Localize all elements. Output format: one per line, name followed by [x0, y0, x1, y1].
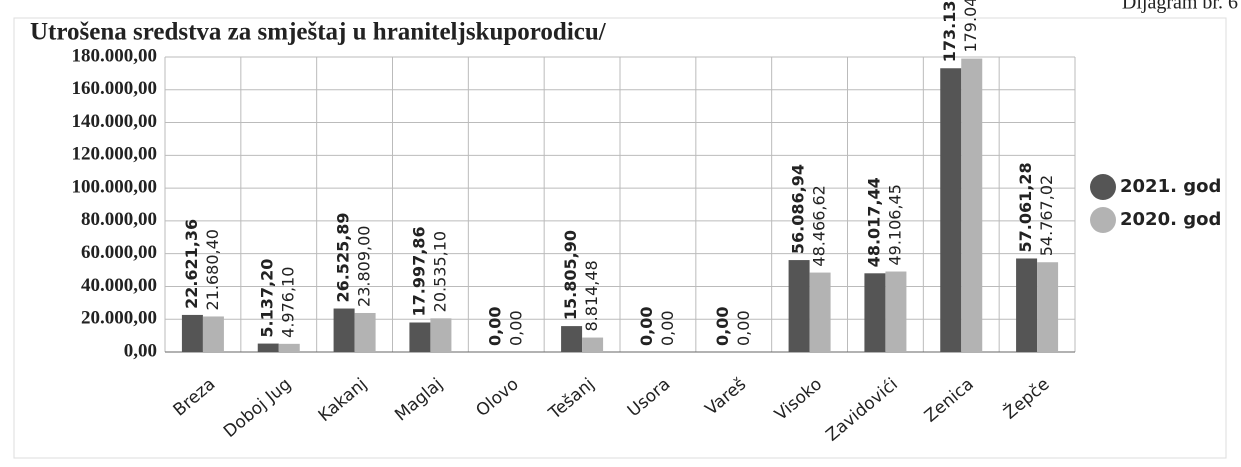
value-label: 0,00: [658, 310, 677, 346]
y-tick-label: 80.000,00: [81, 209, 157, 230]
value-label: 57.061,28: [1016, 162, 1035, 252]
x-tick-label: Kakanj: [315, 374, 371, 426]
legend-label: 2021. god: [1120, 176, 1221, 197]
value-label: 22.621,36: [182, 219, 201, 309]
value-label: 8.814,48: [582, 260, 601, 331]
value-label: 0,00: [506, 310, 525, 346]
value-label: 0,00: [485, 307, 504, 346]
x-tick-label: Vareš: [702, 374, 751, 419]
bar: [864, 273, 886, 352]
y-tick-label: 180.000,00: [72, 45, 158, 66]
legend-label: 2020. god: [1120, 209, 1221, 230]
bar: [809, 272, 831, 352]
x-tick-label: Olovo: [472, 374, 522, 421]
value-label: 23.809,00: [355, 226, 374, 307]
value-label: 0,00: [734, 310, 753, 346]
bar: [961, 58, 983, 352]
x-tick-label: Zenica: [921, 374, 978, 426]
value-label: 20.535,10: [430, 231, 449, 312]
value-label: 4.976,10: [279, 267, 298, 338]
x-tick-label: Visoko: [771, 374, 826, 425]
value-label: 49.106,45: [885, 184, 904, 265]
bar: [333, 308, 355, 352]
bar: [278, 343, 300, 352]
value-label: 179.047,62: [961, 0, 980, 53]
y-tick-label: 140.000,00: [72, 111, 158, 132]
x-tick-label: Tešanj: [544, 374, 598, 424]
bar: [409, 322, 431, 352]
bar: [430, 318, 452, 352]
x-tick-label: Zavidovići: [822, 374, 901, 445]
y-tick-label: 0,00: [124, 340, 157, 361]
y-tick-label: 60.000,00: [81, 242, 157, 263]
bar: [940, 68, 962, 352]
bar: [181, 314, 203, 352]
y-tick-label: 40.000,00: [81, 275, 157, 296]
value-label: 173.132,10: [940, 0, 959, 62]
x-tick-label: Doboj Jug: [220, 374, 295, 442]
bar: [788, 260, 810, 352]
bar: [561, 326, 583, 352]
bar: [202, 316, 224, 352]
bar: [354, 312, 376, 352]
value-label: 0,00: [637, 307, 656, 346]
x-tick-label: Žepče: [999, 373, 1054, 424]
x-tick-label: Usora: [624, 374, 674, 421]
value-label: 5.137,20: [258, 259, 277, 338]
bar: [1037, 262, 1059, 352]
y-tick-label: 100.000,00: [72, 176, 158, 197]
value-label: 21.680,40: [203, 229, 222, 310]
x-tick-label: Breza: [170, 374, 220, 420]
chart-frame: [13, 17, 1227, 459]
y-tick-label: 20.000,00: [81, 308, 157, 329]
chart-subtitle: Dijagram br. 6: [1122, 0, 1238, 14]
value-label: 56.086,94: [789, 164, 808, 254]
value-label: 54.767,02: [1037, 175, 1056, 256]
value-label: 48.017,44: [864, 177, 883, 267]
value-label: 48.466,62: [810, 185, 829, 266]
bar: [582, 337, 604, 352]
chart-title: Utrošena sredstva za smještaj u hranitel…: [30, 19, 607, 46]
value-label: 17.997,86: [409, 226, 428, 316]
legend-swatch: [1090, 174, 1116, 200]
bar: [885, 271, 907, 352]
bar: [1016, 258, 1038, 352]
y-tick-label: 160.000,00: [72, 78, 158, 99]
value-label: 15.805,90: [561, 230, 580, 320]
value-label: 0,00: [713, 307, 732, 346]
legend-swatch: [1090, 207, 1116, 233]
bar: [257, 343, 279, 352]
x-tick-label: Maglaj: [391, 374, 447, 425]
y-tick-label: 120.000,00: [72, 144, 158, 165]
value-label: 26.525,89: [334, 212, 353, 302]
